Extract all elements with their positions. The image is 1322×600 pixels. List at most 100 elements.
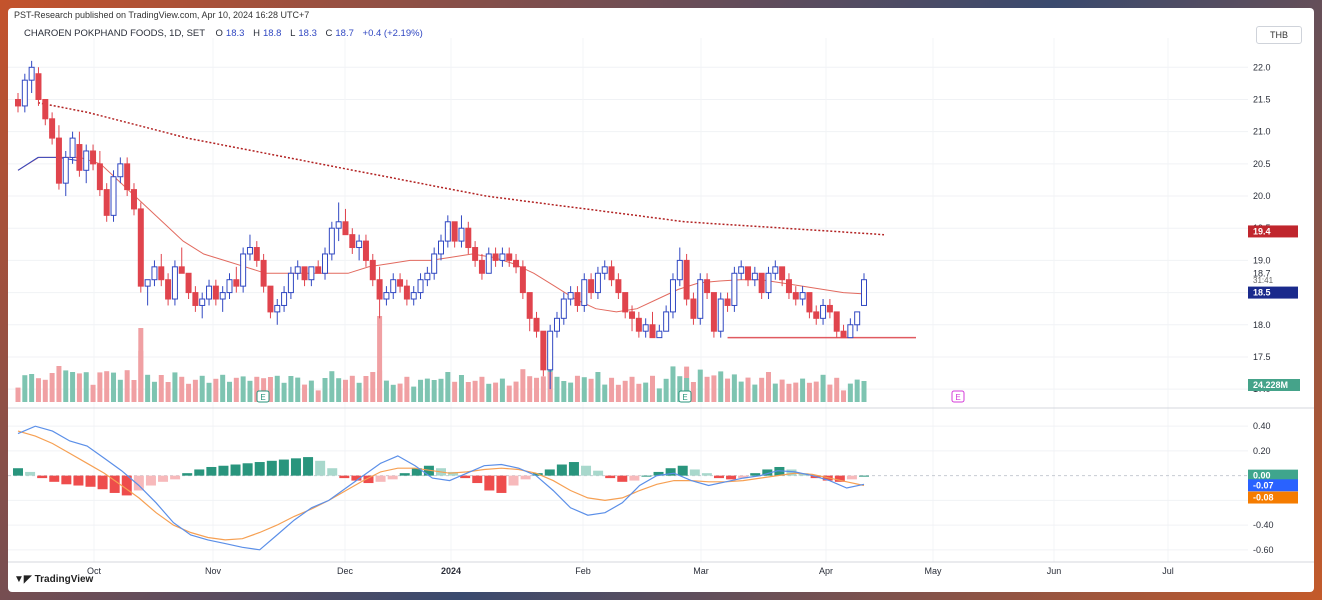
volume-bar <box>534 377 540 402</box>
volume-bar <box>554 376 560 402</box>
macd-histogram-bar <box>49 475 60 482</box>
candle-up <box>335 221 342 229</box>
ohlc-low: L 18.3 <box>290 28 317 39</box>
candle-down <box>779 266 786 281</box>
volume-bar <box>15 387 21 402</box>
earnings-marker <box>951 390 965 403</box>
price-axis-tick-label: 21.5 <box>1253 94 1271 104</box>
candle-down <box>492 253 499 261</box>
candle-up <box>281 292 288 306</box>
candle-down <box>608 266 615 281</box>
candle-up <box>499 253 506 261</box>
candle-up <box>294 266 301 274</box>
price-axis-tick-label: 17.5 <box>1253 352 1271 362</box>
volume-bar <box>363 376 369 402</box>
candle-up <box>356 240 363 249</box>
macd-line-tag: -0.07 <box>1253 480 1274 490</box>
volume-bar <box>83 372 89 402</box>
volume-bar <box>22 375 28 402</box>
candle-down <box>506 253 513 261</box>
volume-bar <box>288 376 294 402</box>
price-axis-tick-label: 19.0 <box>1253 255 1271 265</box>
chart-frame: 17.017.518.018.519.019.520.020.521.021.5… <box>8 8 1314 592</box>
volume-bar <box>595 372 601 402</box>
volume-bar <box>847 383 853 402</box>
volume-bar <box>445 372 451 402</box>
candle-down <box>629 311 636 319</box>
volume-bar <box>349 375 355 402</box>
candle-down <box>185 272 192 294</box>
currency-button[interactable]: THB <box>1256 26 1302 44</box>
macd-axis-tick-label: 0.40 <box>1253 421 1271 431</box>
candle-down <box>369 259 376 281</box>
candle-down <box>90 150 97 165</box>
month-axis-label: Dec <box>337 566 354 576</box>
volume-tag-bg <box>1248 379 1300 391</box>
candle-up <box>738 266 745 274</box>
candle-up <box>553 317 560 332</box>
candle-up <box>274 304 281 313</box>
macd-histogram-bar <box>37 475 48 479</box>
candle-up <box>861 279 867 306</box>
volume-bar <box>302 384 308 402</box>
macd-histogram-bar <box>713 475 724 479</box>
macd-histogram-bar <box>375 475 386 482</box>
volume-bar <box>738 381 744 402</box>
candle-up <box>69 137 76 158</box>
candle-down <box>376 279 383 300</box>
volume-bar <box>561 381 567 402</box>
candle-up <box>669 279 676 313</box>
macd-histogram-bar <box>846 475 857 480</box>
month-axis-label: Oct <box>87 566 102 576</box>
candle-up <box>772 266 779 274</box>
volume-bar <box>731 374 737 402</box>
macd-histogram-bar <box>121 475 132 496</box>
price-axis-tick-label: 20.5 <box>1253 159 1271 169</box>
month-axis-label: Nov <box>205 566 222 576</box>
volume-bar <box>308 380 314 402</box>
candle-down <box>103 189 110 216</box>
macd-histogram-bar <box>158 475 169 482</box>
volume-bar <box>465 382 471 402</box>
volume-bar <box>834 377 840 402</box>
candle-down <box>649 324 656 339</box>
candle-down <box>35 73 42 100</box>
price-axis-tick-label: 18.0 <box>1253 320 1271 330</box>
volume-bar <box>820 374 826 402</box>
earnings-marker <box>678 390 692 403</box>
volume-bar <box>602 384 608 402</box>
candle-up <box>144 279 151 287</box>
macd-histogram-bar <box>762 469 773 476</box>
candle-up <box>438 240 444 255</box>
volume-bar <box>643 382 649 402</box>
macd-histogram-bar <box>97 475 108 490</box>
candle-down <box>533 317 540 332</box>
candle-up <box>676 259 683 281</box>
volume-bar <box>56 366 62 402</box>
candle-down <box>178 266 185 274</box>
candle-up <box>206 285 213 300</box>
macd-histogram-bar <box>194 469 205 476</box>
volume-bar <box>213 378 219 402</box>
price-axis-tick-label: 21.0 <box>1253 127 1271 137</box>
volume-bar <box>227 381 232 402</box>
candle-up <box>219 292 226 300</box>
candle-up <box>21 79 28 107</box>
volume-bar <box>513 381 519 402</box>
volume-bar <box>622 380 628 402</box>
volume-bar <box>574 375 580 402</box>
volume-bar <box>356 382 362 402</box>
macd-histogram-bar <box>568 462 579 476</box>
volume-bar <box>499 378 505 402</box>
volume-bar <box>254 376 260 402</box>
month-axis-label: Feb <box>575 566 591 576</box>
volume-bar <box>97 372 103 402</box>
macd-histogram-bar <box>665 468 676 476</box>
volume-bar <box>581 377 587 402</box>
volume-bar <box>527 376 533 402</box>
volume-bar <box>336 378 342 402</box>
candle-up <box>410 292 417 300</box>
candle-down <box>813 311 820 319</box>
macd-histogram-bar <box>109 475 120 493</box>
macd-histogram-bar <box>593 470 604 476</box>
